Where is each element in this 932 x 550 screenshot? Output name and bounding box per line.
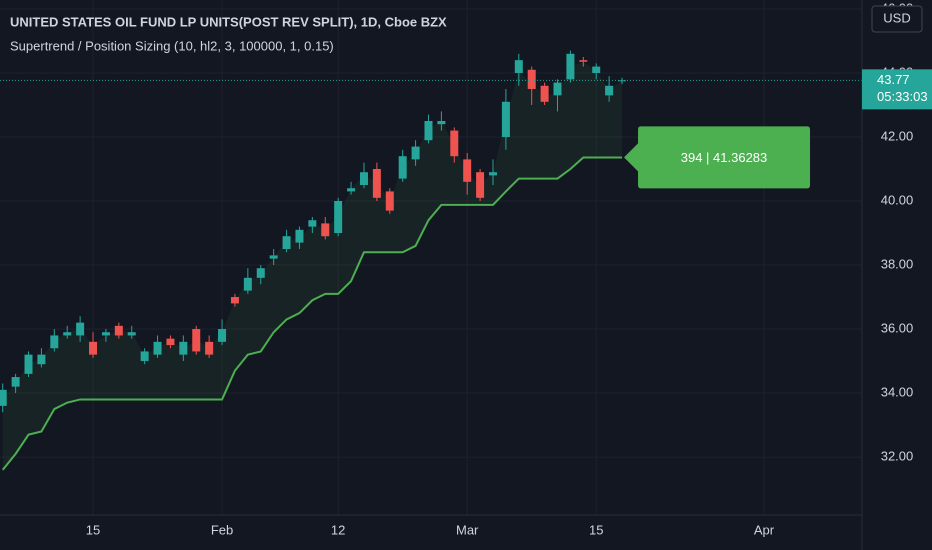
countdown: 05:33:03 bbox=[877, 89, 928, 104]
y-tick-label: 34.00 bbox=[881, 384, 914, 399]
position-label-box bbox=[624, 126, 811, 189]
candle-body bbox=[256, 268, 265, 278]
candle-body bbox=[411, 146, 420, 160]
currency-box[interactable] bbox=[871, 5, 923, 33]
candle-body bbox=[76, 322, 85, 336]
candle-body bbox=[540, 85, 549, 102]
candle-body bbox=[0, 389, 7, 406]
candle-body bbox=[50, 335, 59, 349]
candle-body bbox=[11, 377, 20, 387]
chart-title: UNITED STATES OIL FUND LP UNITS(POST REV… bbox=[10, 14, 447, 29]
candle-body bbox=[553, 82, 562, 96]
x-tick-label: Feb bbox=[211, 522, 233, 537]
last-price: 43.77 bbox=[877, 72, 910, 87]
candle-body bbox=[192, 329, 201, 352]
candle-body bbox=[269, 255, 278, 259]
y-tick-label: 40.00 bbox=[881, 192, 914, 207]
candle-body bbox=[295, 229, 304, 243]
y-tick-label: 38.00 bbox=[881, 256, 914, 271]
candle-body bbox=[140, 351, 149, 362]
candle-body bbox=[359, 172, 368, 186]
candle-body bbox=[24, 354, 33, 374]
candle-body bbox=[63, 332, 72, 336]
candle-body bbox=[89, 341, 98, 355]
x-tick-label: 15 bbox=[86, 522, 100, 537]
candle-body bbox=[218, 329, 227, 342]
candle-body bbox=[101, 332, 110, 336]
candle-body bbox=[527, 69, 536, 89]
x-tick-label: Mar bbox=[456, 522, 479, 537]
candle-body bbox=[579, 60, 588, 62]
supertrend-line bbox=[1, 156, 623, 471]
candle-body bbox=[308, 220, 317, 227]
y-tick-label: 36.00 bbox=[881, 320, 914, 335]
candle-body bbox=[514, 60, 523, 73]
candle-body bbox=[450, 130, 459, 157]
y-tick-label: 42.00 bbox=[881, 128, 914, 143]
candle-body bbox=[205, 341, 214, 355]
candle-body bbox=[282, 236, 291, 250]
candle-body bbox=[347, 188, 356, 192]
candle-body bbox=[243, 277, 252, 291]
candle-body bbox=[153, 341, 162, 355]
candle-body bbox=[566, 53, 575, 80]
plot: 394 | 41.36283 bbox=[0, 50, 862, 471]
candle-body bbox=[618, 80, 627, 82]
indicator-title: Supertrend / Position Sizing (10, hl2, 3… bbox=[10, 38, 334, 53]
candle-body bbox=[605, 85, 614, 96]
candle-body bbox=[230, 297, 239, 304]
candle-body bbox=[424, 120, 433, 141]
position-label: 394 | 41.36283 bbox=[681, 150, 768, 165]
candle-body bbox=[385, 191, 394, 211]
candle-body bbox=[501, 101, 510, 137]
candle-body bbox=[398, 156, 407, 179]
candle-body bbox=[463, 159, 472, 182]
candle-body bbox=[334, 201, 343, 234]
candle-body bbox=[37, 354, 46, 365]
candle-body bbox=[114, 325, 123, 336]
currency: USD bbox=[883, 10, 910, 25]
last-price-box bbox=[862, 69, 932, 110]
candle-body bbox=[372, 168, 381, 198]
x-tick-label: Apr bbox=[754, 522, 775, 537]
candle-body bbox=[437, 120, 446, 125]
trend-fill bbox=[2, 61, 623, 470]
x-tick-label: 12 bbox=[331, 522, 345, 537]
candle-body bbox=[488, 172, 497, 176]
axes: 32.0034.0036.0038.0040.0042.0044.0046.00… bbox=[86, 0, 932, 537]
candle-body bbox=[592, 66, 601, 73]
candle-body bbox=[321, 223, 330, 237]
candle-body bbox=[127, 332, 136, 336]
x-tick-label: 15 bbox=[589, 522, 603, 537]
candle-body bbox=[179, 341, 188, 355]
candle-body bbox=[166, 338, 175, 346]
candle-body bbox=[476, 172, 485, 198]
y-tick-label: 32.00 bbox=[881, 449, 914, 464]
